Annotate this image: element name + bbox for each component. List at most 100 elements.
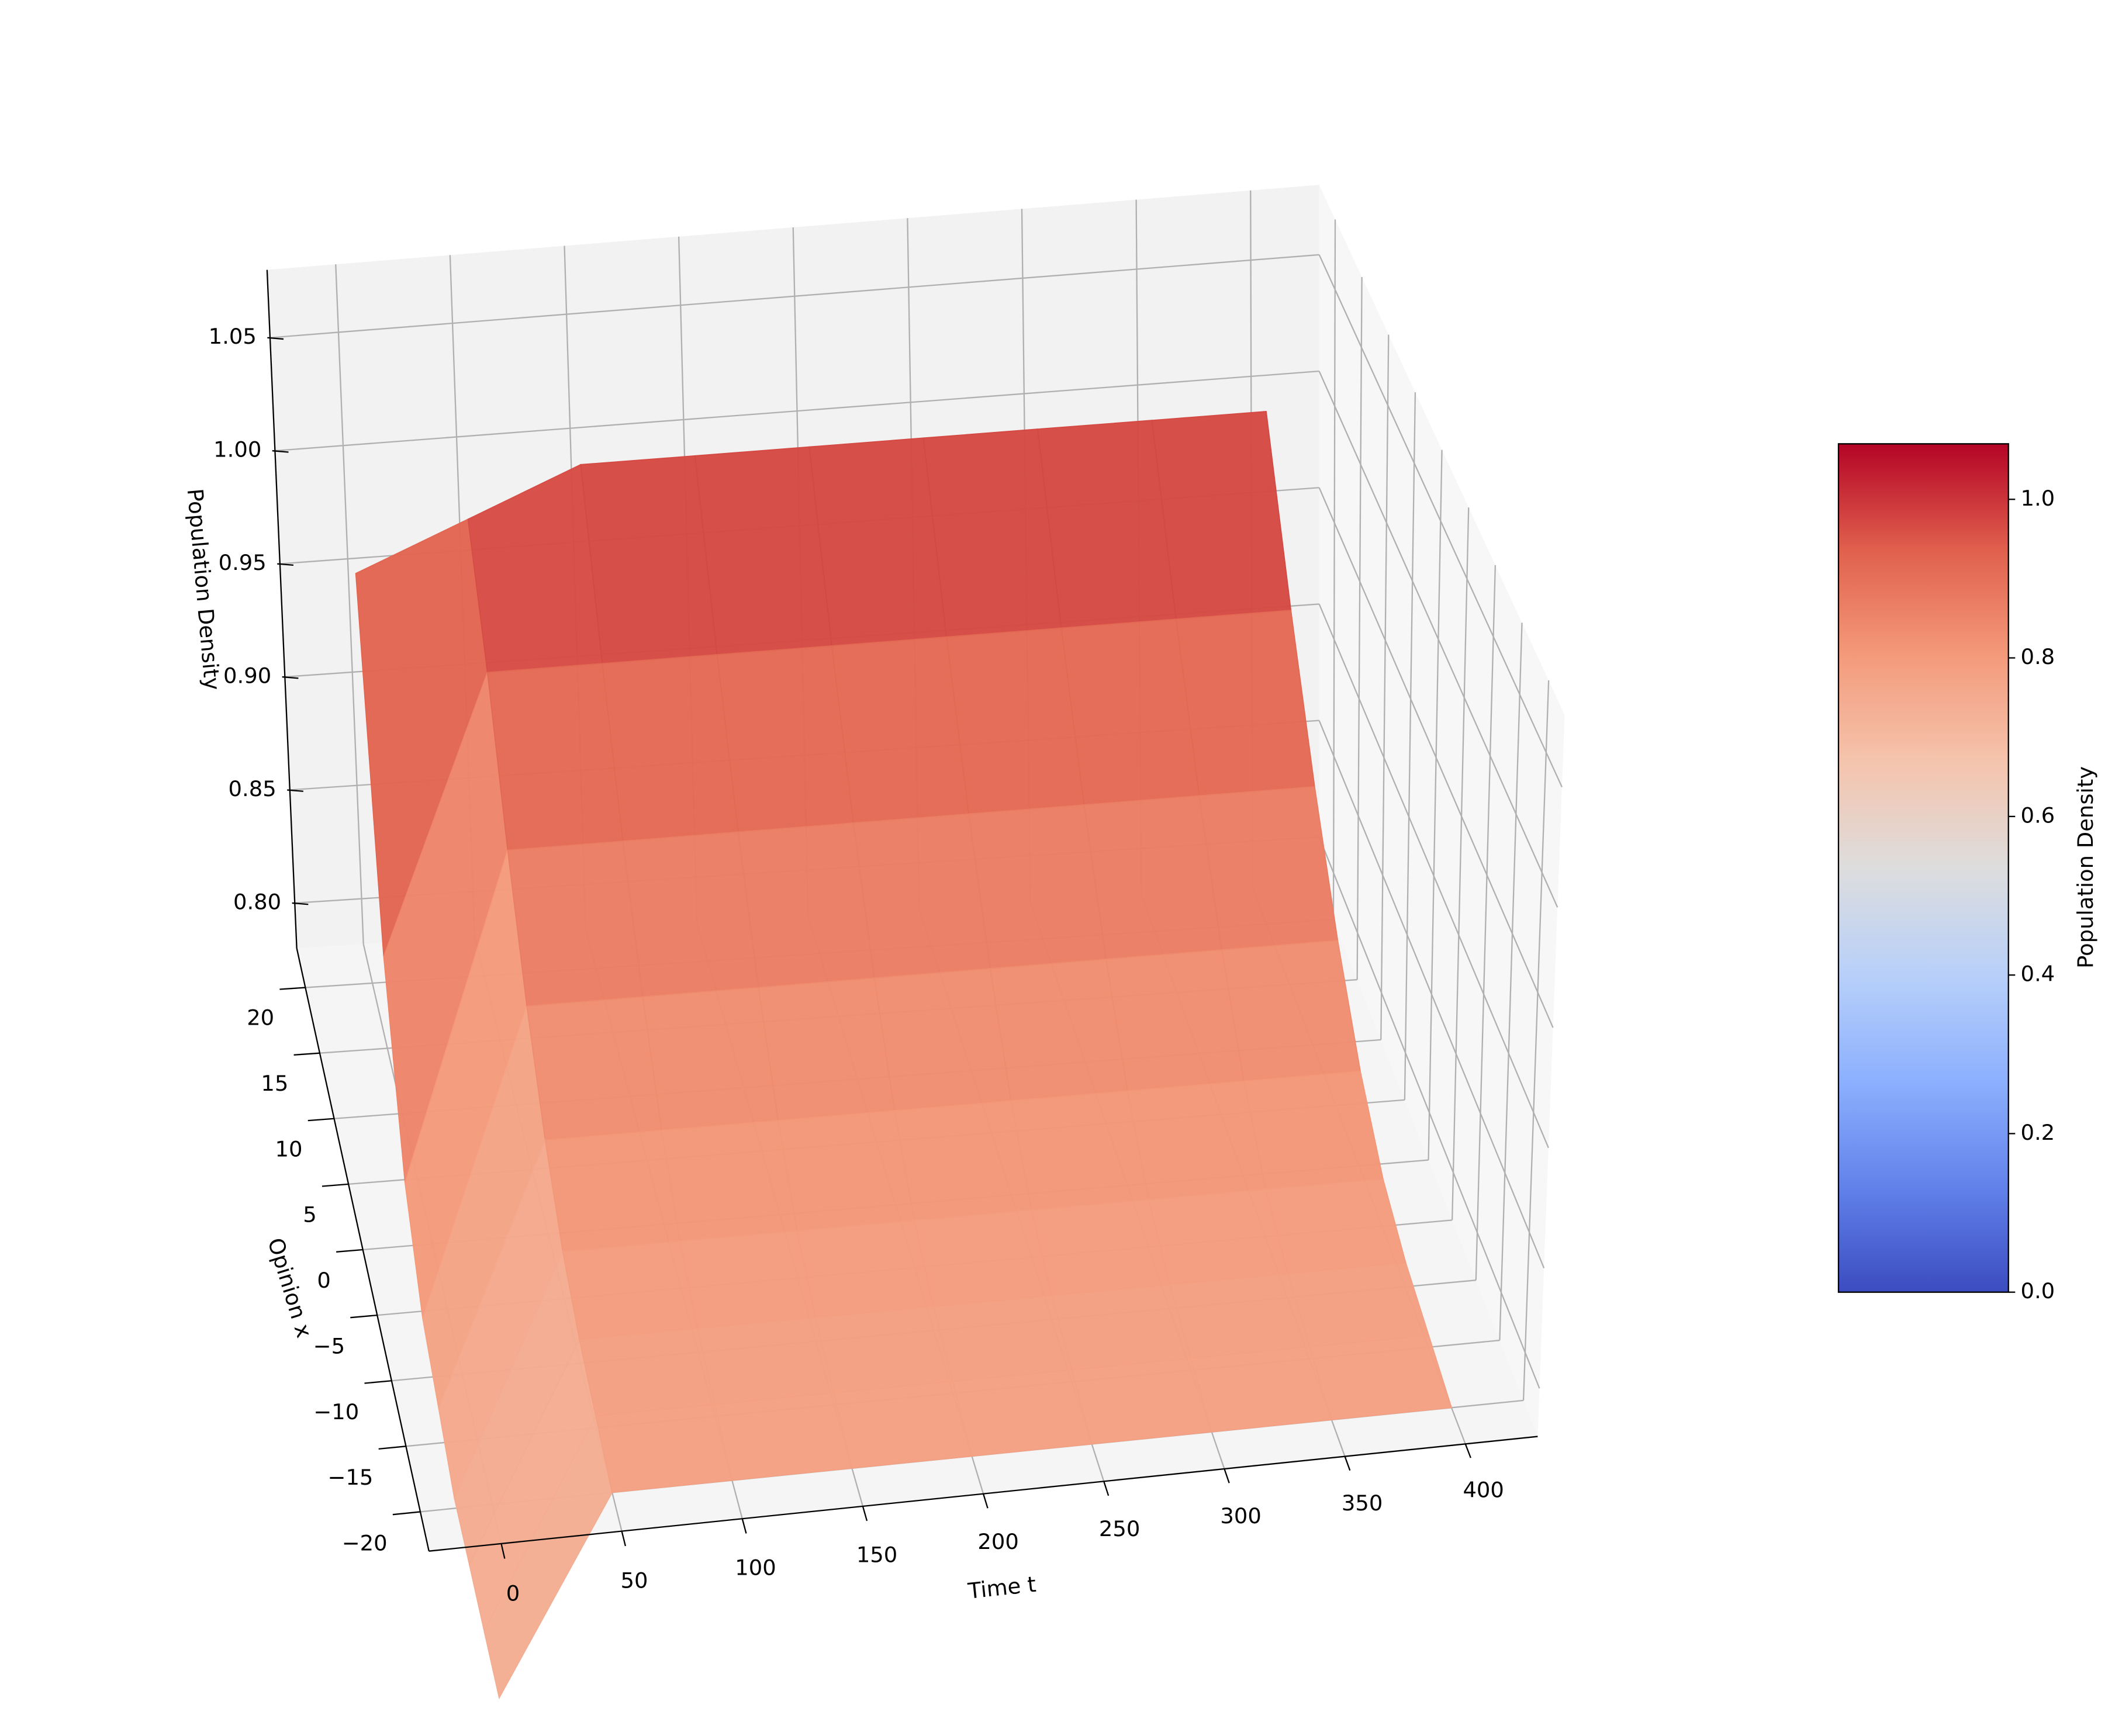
- x-tick: [621, 1531, 627, 1547]
- surface-patch: [1265, 1178, 1406, 1275]
- surface-patch: [1105, 949, 1245, 1092]
- surface-patch: [694, 446, 832, 655]
- surface-patch: [1031, 1199, 1171, 1296]
- x-tick-label: 250: [1099, 1516, 1140, 1541]
- surface-patch: [1169, 1273, 1311, 1359]
- surface-patch: [737, 822, 875, 988]
- surface-patch: [922, 428, 1062, 638]
- y-tick: [336, 1249, 363, 1253]
- grid-line: [1318, 487, 1554, 1028]
- colorbar-tick-label: 1.0: [2020, 486, 2055, 511]
- surface-patch: [679, 1230, 817, 1329]
- surface-patch: [913, 1209, 1052, 1308]
- surface-patch: [1083, 795, 1223, 960]
- z-tick-label: 0.95: [219, 550, 267, 575]
- surface-patch: [579, 1327, 716, 1417]
- colorbar-tick-label: 0.6: [2020, 803, 2055, 828]
- x-tick: [862, 1506, 868, 1521]
- surface-patch: [1243, 1070, 1384, 1190]
- colorbar-tick-label: 0.4: [2020, 962, 2055, 987]
- grid-line: [1475, 565, 1497, 1281]
- grid-line: [1522, 680, 1550, 1400]
- surface-patch: [486, 663, 624, 851]
- surface-patch: [661, 1119, 798, 1242]
- surface-patch: [526, 996, 662, 1141]
- y-tick: [378, 1445, 406, 1450]
- surface-patch: [946, 627, 1085, 815]
- surface-patch: [1050, 1284, 1192, 1371]
- surface-patch: [1190, 1346, 1333, 1433]
- surface-patch: [1309, 1334, 1453, 1420]
- y-tick: [307, 1118, 334, 1122]
- grid-line: [1318, 371, 1558, 908]
- y-tick-label: 5: [303, 1202, 316, 1227]
- grid-line: [1380, 334, 1390, 1040]
- surface: [355, 410, 1453, 1700]
- surface-patch: [1175, 610, 1315, 797]
- x-tick-label: 0: [506, 1581, 520, 1606]
- surface-patch: [716, 645, 854, 833]
- x-tick-label: 50: [621, 1568, 648, 1593]
- x-tick: [500, 1543, 506, 1559]
- x-tick-label: 100: [735, 1555, 776, 1580]
- z-tick: [267, 337, 284, 340]
- colorbar-tick-label: 0.0: [2020, 1278, 2055, 1303]
- x-tick: [1103, 1481, 1110, 1496]
- surface-patch: [968, 804, 1107, 970]
- z-tick: [287, 789, 303, 792]
- surface-patch: [714, 1392, 853, 1481]
- x-tick: [741, 1518, 747, 1534]
- z-axis-label: Population Density: [182, 487, 225, 691]
- surface-patch: [796, 1219, 935, 1319]
- surface-patch: [1060, 618, 1200, 806]
- x-tick-label: 150: [856, 1542, 897, 1567]
- surface-patch: [758, 977, 896, 1121]
- grid-line: [1452, 507, 1470, 1220]
- y-tick-label: 10: [275, 1136, 303, 1161]
- surface-patch: [1126, 1080, 1267, 1201]
- surface-patch: [1071, 1357, 1212, 1445]
- z-tick: [292, 902, 309, 905]
- x-tick: [1344, 1456, 1351, 1471]
- y-axis-label: Opinion x: [262, 1235, 317, 1341]
- z-tick-label: 1.05: [209, 324, 257, 349]
- z-tick-label: 1.00: [213, 437, 261, 462]
- surface-patch: [777, 1110, 915, 1232]
- surface-patch: [507, 841, 644, 1007]
- colorbar-tick-label: 0.2: [2020, 1120, 2055, 1145]
- grid-line: [1318, 836, 1540, 1389]
- x-tick: [982, 1493, 989, 1509]
- x-tick-label: 350: [1342, 1491, 1383, 1516]
- grid-line: [1318, 603, 1549, 1149]
- y-tick-label: −10: [313, 1399, 359, 1424]
- y-tick-label: −5: [313, 1333, 345, 1358]
- surface-patch: [1198, 786, 1339, 951]
- y-tick-label: 0: [317, 1268, 330, 1293]
- surface-patch: [622, 831, 759, 998]
- y-tick: [392, 1511, 421, 1516]
- x-tick: [1224, 1468, 1230, 1483]
- x-tick-label: 200: [977, 1529, 1018, 1554]
- z-tick: [277, 563, 294, 566]
- side-pane: [1319, 185, 1565, 1437]
- x-tick-label: 400: [1463, 1478, 1504, 1503]
- surface-patch: [833, 1381, 973, 1469]
- grid-line: [1404, 392, 1416, 1100]
- z-tick-label: 0.90: [223, 663, 271, 689]
- axes: 0 50 100 150 200 250 300 350 400 −20 −15 −10 −5 0 5 10 1…: [209, 269, 1538, 1606]
- surface-patch: [808, 437, 948, 646]
- y-tick-label: −20: [342, 1530, 388, 1555]
- y-tick: [279, 987, 306, 990]
- z-tick-label: 0.85: [229, 776, 277, 801]
- surface-patch: [873, 968, 1012, 1112]
- y-tick-label: 15: [261, 1071, 288, 1096]
- surface-patch: [989, 958, 1128, 1102]
- surface-patch: [814, 1306, 953, 1393]
- surface-patch: [952, 1369, 1093, 1457]
- grid-line: [275, 370, 1319, 452]
- colorbar-tick-label: 0.8: [2020, 644, 2055, 669]
- surface-patch: [602, 653, 739, 842]
- colorbar: [1837, 443, 2009, 1293]
